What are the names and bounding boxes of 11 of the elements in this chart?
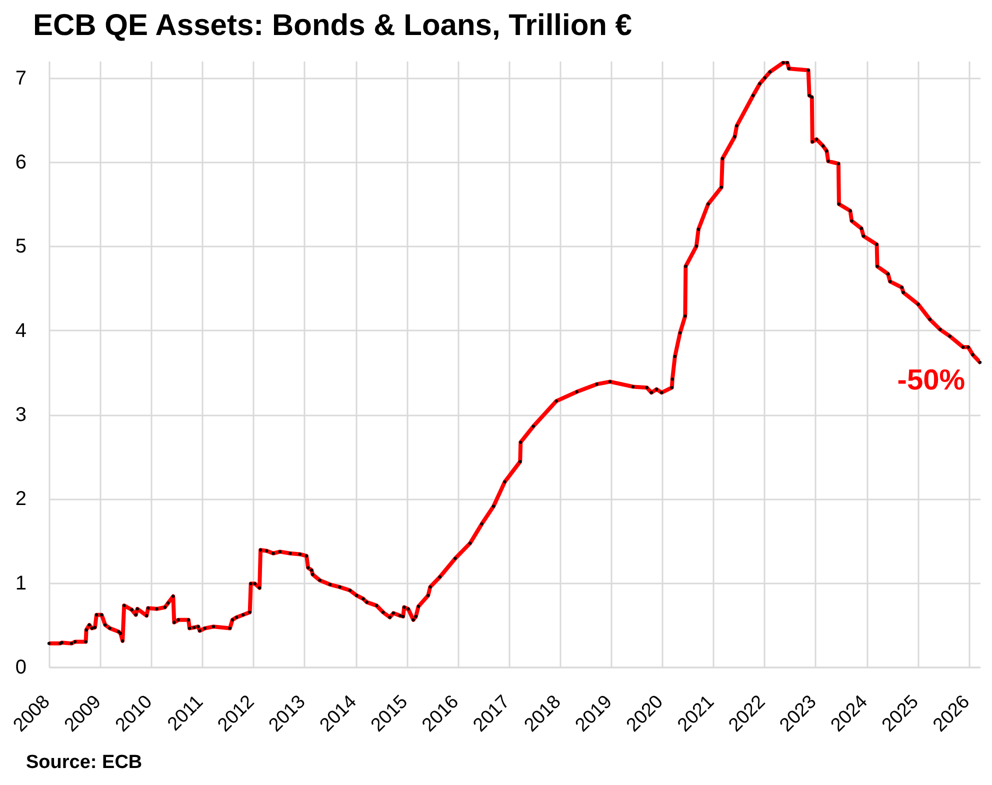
y-tick-label: 1: [15, 572, 26, 594]
annotation: -50%: [897, 364, 966, 396]
y-tick-label: 5: [15, 236, 26, 258]
y-tick-label: 0: [15, 656, 26, 678]
y-tick-label: 7: [15, 67, 26, 90]
y-tick-label: 6: [15, 152, 26, 174]
y-tick-label: 2: [15, 488, 26, 510]
y-tick-label: 4: [15, 320, 26, 342]
chart-title: ECB QE Assets: Bonds & Loans, Trillion €: [33, 9, 632, 42]
y-tick-label: 3: [15, 404, 26, 426]
source-note: Source: ECB: [26, 752, 142, 773]
